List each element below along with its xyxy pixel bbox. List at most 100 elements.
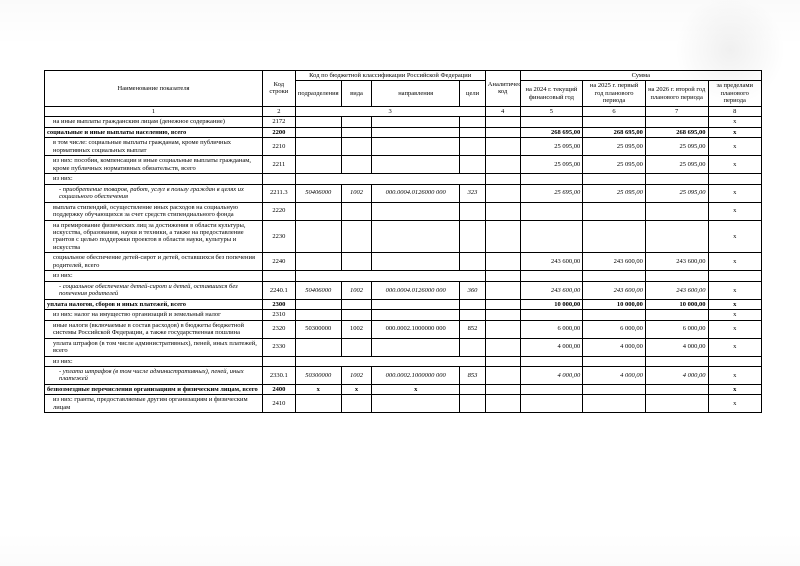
cell bbox=[520, 117, 583, 127]
cell: иные налоги (включаемые в состав расходо… bbox=[45, 320, 263, 338]
cell: 243 600,00 bbox=[645, 253, 708, 271]
cell bbox=[295, 310, 341, 320]
table-row: в том числе: социальные выплаты граждана… bbox=[45, 138, 762, 156]
cell: 25 095,00 bbox=[645, 138, 708, 156]
cell: 10 000,00 bbox=[583, 299, 646, 309]
cell: из них: гранты, предоставляемые другим о… bbox=[45, 395, 263, 413]
cell: х bbox=[708, 220, 762, 253]
cell bbox=[583, 202, 646, 220]
cell bbox=[485, 271, 520, 281]
cell: 50300000 bbox=[295, 320, 341, 338]
cell: 4 000,00 bbox=[645, 367, 708, 385]
cell bbox=[460, 117, 486, 127]
cell: х bbox=[708, 184, 762, 202]
cell: в том числе: социальные выплаты граждана… bbox=[45, 138, 263, 156]
cell: 4 000,00 bbox=[645, 338, 708, 356]
cell bbox=[372, 156, 460, 174]
cell bbox=[341, 310, 371, 320]
cell bbox=[460, 202, 486, 220]
cell bbox=[372, 127, 460, 137]
column-number-row: 1 2 3 4 5 6 7 8 bbox=[45, 106, 762, 116]
cell bbox=[583, 356, 646, 366]
cell bbox=[341, 138, 371, 156]
colnum-8: 8 bbox=[708, 106, 762, 116]
cell bbox=[708, 174, 762, 184]
table-row: выплата стипендий, осуществление иных ра… bbox=[45, 202, 762, 220]
cell: 10 000,00 bbox=[520, 299, 583, 309]
th-budget-group: Код по бюджетной классификации Российско… bbox=[295, 71, 485, 81]
cell: на иные выплаты гражданским лицам (денеж… bbox=[45, 117, 263, 127]
cell bbox=[485, 202, 520, 220]
table-row: социальное обеспечение детей-сирот и дет… bbox=[45, 253, 762, 271]
cell: 2410 bbox=[263, 395, 295, 413]
cell bbox=[295, 138, 341, 156]
cell: 4 000,00 bbox=[520, 367, 583, 385]
cell bbox=[460, 138, 486, 156]
th-sum-beyond: за пределами планового периода bbox=[708, 81, 762, 106]
cell: 1002 bbox=[341, 367, 371, 385]
cell bbox=[645, 220, 708, 253]
cell bbox=[460, 338, 486, 356]
cell bbox=[645, 384, 708, 394]
table-body: на иные выплаты гражданским лицам (денеж… bbox=[45, 117, 762, 413]
cell bbox=[460, 253, 486, 271]
cell bbox=[295, 356, 485, 366]
cell: х bbox=[708, 338, 762, 356]
cell: х bbox=[341, 384, 371, 394]
cell: 50406000 bbox=[295, 184, 341, 202]
cell bbox=[372, 299, 460, 309]
cell bbox=[583, 395, 646, 413]
budget-table-page: Наименование показателя Код строки Код п… bbox=[44, 70, 762, 413]
cell: 2240.1 bbox=[263, 281, 295, 299]
cell: социальное обеспечение детей-сирот и дет… bbox=[45, 253, 263, 271]
cell: 243 600,00 bbox=[645, 281, 708, 299]
cell bbox=[372, 138, 460, 156]
cell: х bbox=[708, 281, 762, 299]
cell: х bbox=[708, 117, 762, 127]
cell: 2211 bbox=[263, 156, 295, 174]
cell bbox=[583, 384, 646, 394]
cell bbox=[583, 220, 646, 253]
cell: из них: bbox=[45, 271, 263, 281]
cell bbox=[372, 253, 460, 271]
cell bbox=[263, 271, 295, 281]
cell: из них: bbox=[45, 356, 263, 366]
table-row: уплата налогов, сборов и иных платежей, … bbox=[45, 299, 762, 309]
cell bbox=[372, 220, 460, 253]
table-row: иные налоги (включаемые в состав расходо… bbox=[45, 320, 762, 338]
colnum-5: 5 bbox=[520, 106, 583, 116]
cell bbox=[645, 310, 708, 320]
cell: х bbox=[708, 320, 762, 338]
cell: 000.0004.0126000 000 bbox=[372, 281, 460, 299]
th-code: Код строки bbox=[263, 71, 295, 107]
th-sum-y3: на 2026 г. второй год планового периода bbox=[645, 81, 708, 106]
cell: 25 095,00 bbox=[520, 138, 583, 156]
colnum-1: 1 bbox=[45, 106, 263, 116]
cell: 2330 bbox=[263, 338, 295, 356]
table-row: - социальное обеспечение детей-сирот и д… bbox=[45, 281, 762, 299]
cell bbox=[341, 253, 371, 271]
cell: 25 095,00 bbox=[583, 138, 646, 156]
cell bbox=[645, 271, 708, 281]
table-header: Наименование показателя Код строки Код п… bbox=[45, 71, 762, 117]
cell: 2210 bbox=[263, 138, 295, 156]
th-sum-group: Сумма bbox=[520, 71, 761, 81]
cell bbox=[341, 220, 371, 253]
cell bbox=[520, 384, 583, 394]
cell bbox=[295, 299, 341, 309]
th-name: Наименование показателя bbox=[45, 71, 263, 107]
th-bud1: подразделения bbox=[295, 81, 341, 106]
cell: 2240 bbox=[263, 253, 295, 271]
cell bbox=[645, 117, 708, 127]
th-bud4: цели bbox=[460, 81, 486, 106]
cell: 10 000,00 bbox=[645, 299, 708, 309]
cell: х bbox=[708, 127, 762, 137]
cell: х bbox=[708, 156, 762, 174]
cell bbox=[485, 220, 520, 253]
cell: 6 000,00 bbox=[645, 320, 708, 338]
cell bbox=[263, 356, 295, 366]
cell: 852 bbox=[460, 320, 486, 338]
cell: на премирование физических лиц за достиж… bbox=[45, 220, 263, 253]
cell bbox=[485, 338, 520, 356]
table-row: из них: гранты, предоставляемые другим о… bbox=[45, 395, 762, 413]
